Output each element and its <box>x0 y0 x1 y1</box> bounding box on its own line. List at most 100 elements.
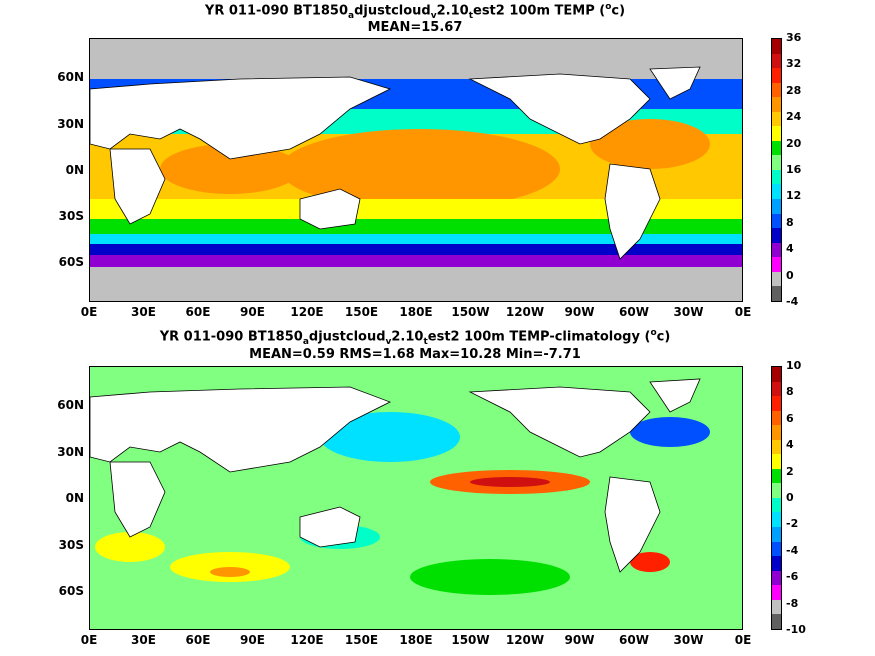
panel2-lon-label: 150E <box>344 633 379 647</box>
panel2-lon-label: 30E <box>131 633 156 647</box>
panel2-lon-label: 60E <box>185 633 211 647</box>
panel2-colorbar-swatch <box>772 425 781 440</box>
panel1-lon-label: 180E <box>399 305 433 319</box>
panel2-colorbar-swatch <box>772 468 781 484</box>
panel1-colorbar-swatch <box>772 39 781 54</box>
panel1-colorbar-swatch <box>772 97 781 112</box>
panel1-colorbar <box>771 38 782 302</box>
panel2-colorbar-label: 6 <box>786 411 794 425</box>
panel1-lon-label: 120E <box>290 305 324 319</box>
panel2-lon-label: 180E <box>399 633 433 647</box>
panel1-colorbar-swatch <box>772 228 781 243</box>
panel1-lon-label: 0E <box>80 305 98 319</box>
panel1-colorbar-label: 32 <box>786 57 802 71</box>
panel2-title: YR 011-090 BT1850adjustcloudv2.10test2 1… <box>159 328 671 347</box>
panel1-colorbar-label: 8 <box>786 215 794 229</box>
panel1-lon-label: 90E <box>240 305 265 319</box>
panel1-lon-label: 0E <box>734 305 752 319</box>
panel1-colorbar-swatch <box>772 169 781 185</box>
panel1-lon-label: 150E <box>344 305 379 319</box>
panel1-lon-label: 150W <box>451 305 490 319</box>
panel2-lat-label: 30N <box>57 445 84 459</box>
panel2-colorbar-label: 2 <box>786 464 794 478</box>
panel2-colorbar-label: 4 <box>786 438 794 452</box>
panel2-colorbar-swatch <box>772 614 781 629</box>
panel2-colorbar-swatch <box>772 410 781 426</box>
panel1-colorbar-swatch <box>772 53 781 69</box>
panel1-lon-label: 60W <box>619 305 649 319</box>
panel1-colorbar-label: 16 <box>786 163 802 176</box>
panel2-colorbar-swatch <box>772 570 781 586</box>
panel2-map <box>89 366 743 630</box>
panel2-colorbar-swatch <box>772 585 781 600</box>
panel1-colorbar-label: 4 <box>786 242 794 256</box>
panel2-colorbar-swatch <box>772 527 781 542</box>
panel2-colorbar-swatch <box>772 367 781 382</box>
panel2-colorbar-label: 8 <box>786 385 794 399</box>
panel2-lon-label: 90W <box>564 633 595 647</box>
panel2-colorbar-swatch <box>772 512 781 528</box>
panel1-subtitle: MEAN=15.67 <box>367 20 463 35</box>
panel2-lon-label: 0E <box>734 633 752 647</box>
panel2-lat-label: 0N <box>65 491 84 505</box>
panel2-colorbar-swatch <box>772 497 781 513</box>
panel2-lat-label: 60S <box>58 584 84 598</box>
panel2-colorbar-swatch <box>772 396 781 411</box>
panel2-colorbar-swatch <box>772 454 781 469</box>
panel1-colorbar-swatch <box>772 82 781 98</box>
panel1-lat-label: 60S <box>58 255 84 269</box>
panel2-colorbar-swatch <box>772 483 781 498</box>
panel1-lat-label: 0N <box>65 163 84 177</box>
panel1-map <box>89 38 743 302</box>
panel2-colorbar-label: -10 <box>786 623 806 636</box>
panel1-title: YR 011-090 BT1850adjustcloudv2.10test2 1… <box>204 2 626 21</box>
panel2-lon-label: 0E <box>80 633 98 647</box>
panel2-lat-label: 30S <box>58 538 84 552</box>
panel2-colorbar <box>771 366 782 630</box>
panel1-colorbar-swatch <box>772 140 781 156</box>
panel2-colorbar-label: -2 <box>786 517 799 531</box>
panel1-colorbar-swatch <box>772 184 781 200</box>
panel1-lat-label: 60N <box>57 70 84 84</box>
panel2-colorbar-label: -4 <box>786 543 799 557</box>
panel1-lon-label: 30E <box>131 305 156 319</box>
panel1-colorbar-swatch <box>772 111 781 127</box>
panel1-colorbar-label: 20 <box>786 136 802 150</box>
panel2-colorbar-swatch <box>772 439 781 455</box>
panel2-colorbar-swatch <box>772 556 781 571</box>
panel2-colorbar-swatch <box>772 599 781 615</box>
panel2-colorbar-label: 10 <box>786 359 802 372</box>
panel2-subtitle: MEAN=0.59 RMS=1.68 Max=10.28 Min=-7.71 <box>249 347 581 362</box>
panel2-lon-label: 120E <box>290 633 324 647</box>
panel1-lat-label: 30S <box>58 209 84 223</box>
panel1-lon-label: 90W <box>564 305 595 319</box>
panel2-colorbar-label: -8 <box>786 596 799 610</box>
panel1-colorbar-label: -4 <box>786 295 799 308</box>
panel2-colorbar-swatch <box>772 381 781 397</box>
panel1-lon-label: 120W <box>505 305 545 319</box>
panel2-colorbar-swatch <box>772 541 781 557</box>
panel1-colorbar-swatch <box>772 155 781 170</box>
panel2-colorbar-label: 0 <box>786 491 794 504</box>
panel1-lon-label: 60E <box>185 305 211 319</box>
panel1-colorbar-swatch <box>772 68 781 83</box>
panel1-colorbar-swatch <box>772 242 781 258</box>
panel1-colorbar-label: 12 <box>786 189 802 203</box>
panel1-colorbar-swatch <box>772 126 781 141</box>
panel1-colorbar-swatch <box>772 199 781 214</box>
panel1-lon-label: 30W <box>673 305 704 319</box>
panel1-colorbar-label: 28 <box>786 83 802 97</box>
panel1-colorbar-swatch <box>772 286 781 301</box>
panel1-colorbar-swatch <box>772 213 781 229</box>
panel1-lat-label: 30N <box>57 117 84 131</box>
panel1-colorbar-swatch <box>772 257 781 272</box>
panel2-colorbar-label: -6 <box>786 570 799 584</box>
panel2-lon-label: 90E <box>240 633 265 647</box>
panel2-lat-label: 60N <box>57 398 84 412</box>
panel1-colorbar-label: 0 <box>786 268 794 282</box>
panel2-lon-label: 60W <box>619 633 649 647</box>
panel2-lon-label: 30W <box>673 633 704 647</box>
panel1-colorbar-label: 24 <box>786 110 802 124</box>
panel2-lon-label: 120W <box>505 633 545 647</box>
panel1-colorbar-swatch <box>772 271 781 287</box>
